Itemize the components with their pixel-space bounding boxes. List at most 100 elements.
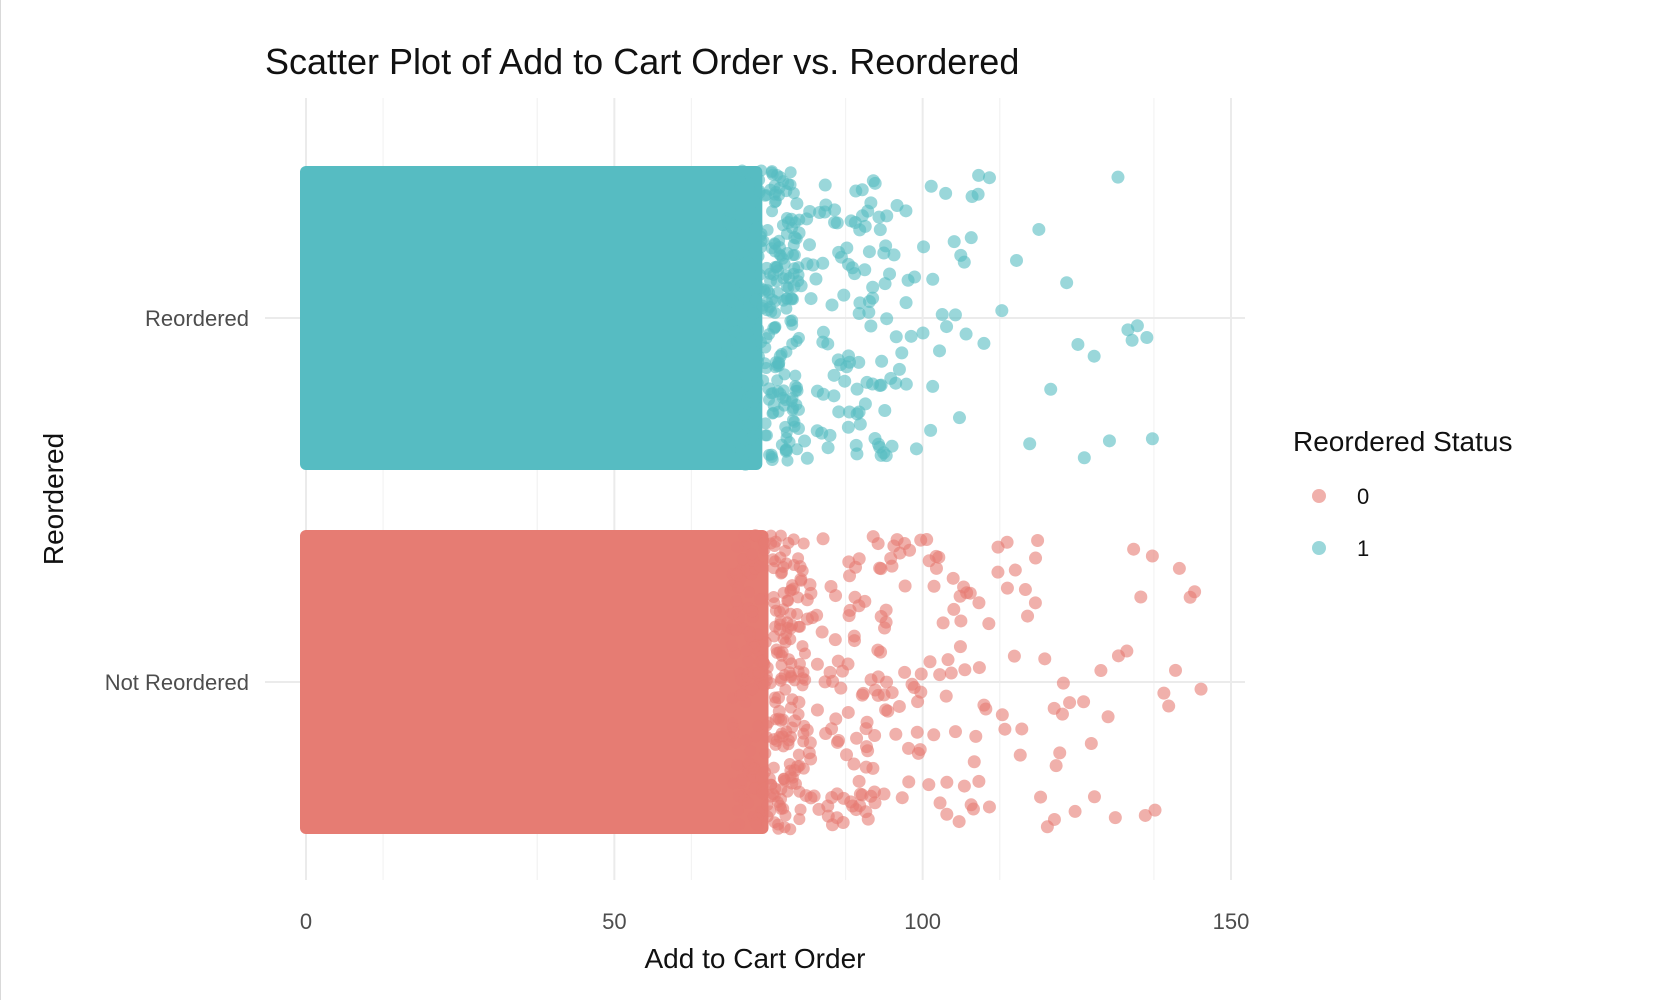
data-point [895, 346, 909, 360]
data-point [858, 594, 872, 608]
data-point [944, 666, 958, 680]
data-point [940, 320, 954, 334]
data-point [1102, 434, 1116, 448]
x-tick-label: 100 [904, 909, 941, 934]
data-point [963, 586, 977, 600]
data-point [998, 722, 1012, 736]
data-point [810, 703, 824, 717]
data-point [1034, 790, 1048, 804]
data-point [845, 261, 859, 275]
data-point [737, 229, 750, 242]
data-point [875, 354, 889, 368]
data-point [764, 677, 777, 690]
data-point [941, 653, 955, 667]
legend: Reordered Status 01 [1293, 426, 1512, 561]
data-point [800, 451, 814, 465]
data-point [746, 683, 759, 696]
data-point [725, 434, 738, 447]
data-point [796, 679, 809, 692]
data-point [898, 665, 912, 679]
data-point [959, 327, 973, 341]
data-point [948, 725, 962, 739]
data-point [804, 752, 818, 766]
data-point [991, 565, 1005, 579]
data-point [741, 655, 754, 668]
data-point [730, 758, 743, 771]
data-point [964, 231, 978, 245]
data-point [866, 174, 880, 188]
data-point [1101, 710, 1115, 724]
data-point [769, 535, 782, 548]
data-point [810, 657, 824, 671]
data-point [892, 699, 906, 713]
data-point [1047, 812, 1061, 826]
data-point [753, 173, 766, 186]
data-point [796, 640, 809, 653]
data-point [995, 708, 1009, 722]
data-point [862, 245, 876, 259]
data-point [879, 449, 893, 463]
data-point [816, 387, 830, 401]
data-point [971, 187, 985, 201]
data-point [771, 374, 784, 387]
data-point [787, 533, 800, 546]
data-point [940, 775, 954, 789]
data-point [793, 657, 806, 670]
data-point [748, 762, 761, 775]
data-point [866, 280, 880, 294]
data-point [1032, 222, 1046, 236]
data-point [840, 748, 854, 762]
data-point [1169, 663, 1183, 677]
x-tick-labels: 0 50 100 150 [300, 909, 1249, 934]
data-point [791, 422, 805, 436]
data-point [871, 537, 885, 551]
data-point [753, 184, 766, 197]
data-point [908, 270, 922, 284]
data-point [850, 447, 864, 461]
data-point [852, 774, 866, 788]
data-point [1068, 804, 1082, 818]
data-point [728, 324, 741, 337]
data-point [924, 179, 938, 193]
data-point [773, 387, 787, 401]
x-tick-label: 0 [300, 909, 312, 934]
data-point [953, 640, 967, 654]
legend-items: 01 [1312, 484, 1369, 561]
data-point [727, 314, 740, 327]
data-point [736, 553, 749, 566]
data-point [727, 726, 740, 739]
data-point [744, 744, 757, 757]
data-point [821, 441, 835, 455]
data-point [864, 196, 878, 210]
data-point [1071, 337, 1085, 351]
data-point [733, 818, 746, 831]
series-1 [300, 164, 1159, 471]
data-point [832, 733, 846, 747]
data-point [729, 370, 742, 383]
data-point [740, 734, 753, 747]
data-point [1028, 596, 1042, 610]
data-point [880, 209, 894, 223]
data-point [829, 712, 843, 726]
data-point [728, 411, 741, 424]
data-point [789, 369, 802, 382]
data-point [927, 728, 941, 742]
x-axis-title: Add to Cart Order [645, 943, 866, 974]
data-point [777, 802, 790, 815]
data-point [957, 779, 971, 793]
data-point [982, 617, 996, 631]
data-point [885, 686, 899, 700]
series-0 [300, 529, 1208, 836]
data-point [1162, 699, 1176, 713]
data-point [725, 220, 738, 233]
data-point [866, 291, 880, 305]
data-point [1130, 319, 1144, 333]
data-point [1008, 563, 1022, 577]
data-point [818, 178, 832, 192]
data-point [1044, 382, 1058, 396]
data-point [939, 186, 953, 200]
data-point [771, 691, 785, 705]
data-point [784, 212, 798, 226]
data-point [947, 602, 961, 616]
data-point [858, 263, 872, 277]
